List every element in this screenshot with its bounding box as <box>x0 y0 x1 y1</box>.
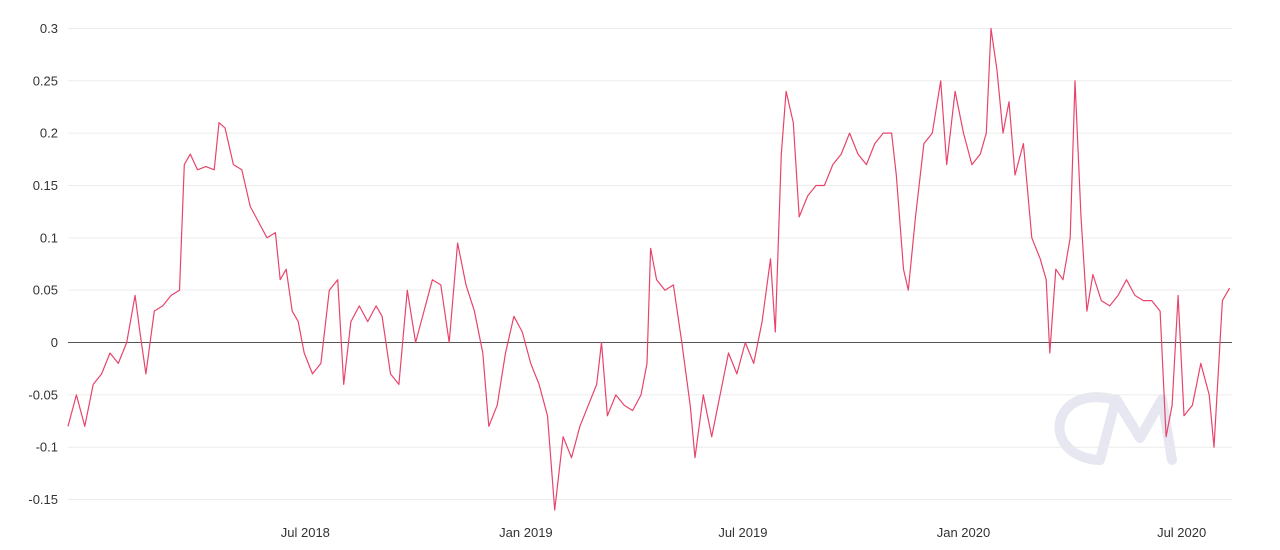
y-tick-label: 0.1 <box>40 230 58 245</box>
y-tick-label: 0.25 <box>33 73 58 88</box>
cm-watermark-logo <box>1054 392 1177 465</box>
watermark-c-stroke <box>1054 392 1117 465</box>
y-tick-label: 0.3 <box>40 21 58 36</box>
y-tick-label: 0.05 <box>33 283 58 298</box>
y-axis-ticks: 0.3 0.25 0.2 0.15 0.1 0.05 0 -0.05 -0.1 -0.15 <box>28 21 58 507</box>
y-tick-label: 0 <box>51 335 58 350</box>
x-tick-label: Jan 2019 <box>499 525 553 540</box>
x-tick-label: Jul 2018 <box>281 525 330 540</box>
gridlines <box>68 27 1232 501</box>
y-tick-label: -0.1 <box>36 440 58 455</box>
x-tick-label: Jan 2020 <box>937 525 991 540</box>
y-tick-label: -0.05 <box>28 387 58 402</box>
x-tick-label: Jul 2020 <box>1157 525 1206 540</box>
x-tick-label: Jul 2019 <box>718 525 767 540</box>
y-tick-label: 0.2 <box>40 126 58 141</box>
y-tick-label: 0.15 <box>33 178 58 193</box>
series-line <box>67 27 1231 511</box>
watermark-m-stroke <box>1095 394 1177 465</box>
x-axis-ticks: Jul 2018 Jan 2019 Jul 2019 Jan 2020 Jul 2020 <box>281 525 1206 540</box>
y-tick-label: -0.15 <box>28 492 58 507</box>
